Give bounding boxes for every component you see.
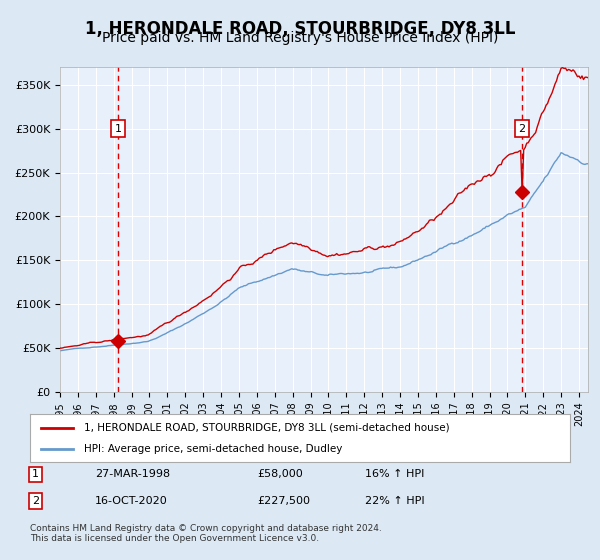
Text: 2: 2: [32, 496, 39, 506]
Text: 22% ↑ HPI: 22% ↑ HPI: [365, 496, 424, 506]
Text: 2: 2: [518, 124, 526, 134]
Text: Contains HM Land Registry data © Crown copyright and database right 2024.
This d: Contains HM Land Registry data © Crown c…: [30, 524, 382, 543]
Text: HPI: Average price, semi-detached house, Dudley: HPI: Average price, semi-detached house,…: [84, 444, 343, 454]
Text: £227,500: £227,500: [257, 496, 310, 506]
Text: 27-MAR-1998: 27-MAR-1998: [95, 469, 170, 479]
Text: 1, HERONDALE ROAD, STOURBRIDGE, DY8 3LL (semi-detached house): 1, HERONDALE ROAD, STOURBRIDGE, DY8 3LL …: [84, 423, 449, 433]
Text: 16-OCT-2020: 16-OCT-2020: [95, 496, 167, 506]
Text: 1: 1: [32, 469, 39, 479]
Text: 1: 1: [115, 124, 122, 134]
Text: 1, HERONDALE ROAD, STOURBRIDGE, DY8 3LL: 1, HERONDALE ROAD, STOURBRIDGE, DY8 3LL: [85, 20, 515, 38]
Text: 16% ↑ HPI: 16% ↑ HPI: [365, 469, 424, 479]
Text: £58,000: £58,000: [257, 469, 302, 479]
Text: Price paid vs. HM Land Registry's House Price Index (HPI): Price paid vs. HM Land Registry's House …: [102, 31, 498, 45]
